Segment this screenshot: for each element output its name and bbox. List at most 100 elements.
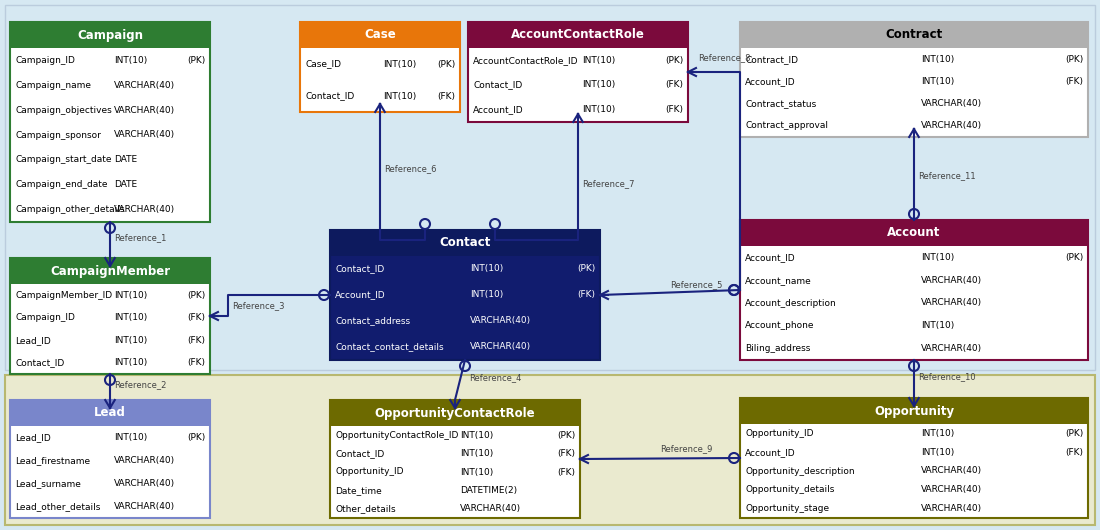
Text: VARCHAR(40): VARCHAR(40) [921, 99, 982, 108]
Text: (FK): (FK) [666, 81, 683, 90]
Text: CampaignMember_ID: CampaignMember_ID [15, 291, 112, 300]
Text: (FK): (FK) [1065, 77, 1084, 86]
Text: Opportunity_stage: Opportunity_stage [745, 504, 829, 513]
Text: AccountContactRole_ID: AccountContactRole_ID [473, 56, 579, 65]
Text: Reference_7: Reference_7 [582, 179, 635, 188]
Text: Account_ID: Account_ID [745, 77, 795, 86]
Text: Account_name: Account_name [745, 276, 812, 285]
Bar [468, 22, 688, 48]
Text: Campaign_ID: Campaign_ID [15, 56, 75, 65]
Text: (FK): (FK) [187, 313, 205, 322]
Text: Campaign_other_details: Campaign_other_details [15, 205, 124, 214]
Text: INT(10): INT(10) [921, 448, 954, 457]
Bar [740, 22, 1088, 137]
Text: INT(10): INT(10) [383, 59, 417, 68]
Bar [740, 22, 1088, 48]
Text: Opportunity: Opportunity [873, 404, 954, 418]
Text: Lead_surname: Lead_surname [15, 479, 81, 488]
Text: Account_ID: Account_ID [745, 253, 795, 262]
Text: DATE: DATE [114, 180, 138, 189]
Text: (PK): (PK) [187, 291, 205, 300]
Text: Account: Account [888, 226, 940, 240]
Text: VARCHAR(40): VARCHAR(40) [921, 485, 982, 494]
Text: Campaign_name: Campaign_name [15, 81, 91, 90]
Text: INT(10): INT(10) [582, 56, 616, 65]
Bar [10, 258, 210, 374]
Text: Contract_ID: Contract_ID [745, 55, 798, 64]
Text: Opportunity_ID: Opportunity_ID [336, 467, 404, 476]
Text: INT(10): INT(10) [582, 105, 616, 114]
Text: INT(10): INT(10) [921, 321, 954, 330]
Text: AccountContactRole: AccountContactRole [512, 29, 645, 41]
Bar [330, 400, 580, 426]
Text: (FK): (FK) [1065, 448, 1084, 457]
Text: INT(10): INT(10) [921, 77, 954, 86]
Text: Opportunity_details: Opportunity_details [745, 485, 835, 494]
Text: Account_description: Account_description [745, 298, 837, 307]
Text: INT(10): INT(10) [471, 264, 504, 273]
Bar [10, 22, 210, 222]
Bar [6, 375, 1094, 525]
Text: INT(10): INT(10) [460, 431, 493, 440]
Text: VARCHAR(40): VARCHAR(40) [921, 298, 982, 307]
Bar [740, 220, 1088, 246]
Text: (FK): (FK) [187, 335, 205, 344]
Text: (PK): (PK) [1065, 253, 1084, 262]
Bar [740, 398, 1088, 518]
Text: Reference_2: Reference_2 [114, 380, 166, 389]
Text: INT(10): INT(10) [582, 81, 616, 90]
Text: Case_ID: Case_ID [305, 59, 341, 68]
Bar [10, 400, 210, 426]
Text: VARCHAR(40): VARCHAR(40) [114, 105, 175, 114]
Text: Contract: Contract [886, 29, 943, 41]
Bar [330, 230, 600, 360]
Text: (PK): (PK) [557, 431, 575, 440]
Text: Contact_address: Contact_address [336, 316, 410, 325]
Text: INT(10): INT(10) [460, 467, 493, 476]
Text: INT(10): INT(10) [921, 55, 954, 64]
Text: Reference_10: Reference_10 [918, 372, 976, 381]
Bar [300, 22, 460, 112]
Text: VARCHAR(40): VARCHAR(40) [921, 121, 982, 130]
Text: Campaign_start_date: Campaign_start_date [15, 155, 111, 164]
Text: Contact_ID: Contact_ID [473, 81, 522, 90]
Text: VARCHAR(40): VARCHAR(40) [114, 81, 175, 90]
Text: Reference_8: Reference_8 [698, 53, 750, 62]
Text: Reference_4: Reference_4 [469, 373, 521, 382]
Text: INT(10): INT(10) [921, 429, 954, 438]
Text: VARCHAR(40): VARCHAR(40) [921, 504, 982, 513]
Text: VARCHAR(40): VARCHAR(40) [114, 130, 175, 139]
Text: Account_ID: Account_ID [745, 448, 795, 457]
Text: Lead_ID: Lead_ID [15, 335, 51, 344]
Text: Campaign_end_date: Campaign_end_date [15, 180, 108, 189]
Text: (FK): (FK) [187, 358, 205, 367]
Text: Other_details: Other_details [336, 505, 396, 513]
Bar [300, 22, 460, 48]
Text: Opportunity_description: Opportunity_description [745, 466, 855, 475]
Bar [330, 230, 600, 256]
Text: INT(10): INT(10) [114, 291, 147, 300]
Text: (PK): (PK) [576, 264, 595, 273]
Text: Reference_11: Reference_11 [918, 172, 976, 181]
Text: VARCHAR(40): VARCHAR(40) [471, 316, 531, 325]
Text: DATETIME(2): DATETIME(2) [460, 486, 517, 495]
Text: (PK): (PK) [664, 56, 683, 65]
Text: CampaignMember: CampaignMember [50, 264, 170, 278]
Text: VARCHAR(40): VARCHAR(40) [114, 502, 175, 511]
Text: (PK): (PK) [187, 56, 205, 65]
Text: (FK): (FK) [578, 290, 595, 299]
Bar [10, 258, 210, 284]
Text: Case: Case [364, 29, 396, 41]
Text: Lead_ID: Lead_ID [15, 433, 51, 442]
Text: Contract_approval: Contract_approval [745, 121, 828, 130]
Text: INT(10): INT(10) [114, 433, 147, 442]
Text: INT(10): INT(10) [471, 290, 504, 299]
Text: Reference_1: Reference_1 [114, 233, 166, 242]
Text: DATE: DATE [114, 155, 138, 164]
Text: Campaign: Campaign [77, 29, 143, 41]
Text: VARCHAR(40): VARCHAR(40) [921, 466, 982, 475]
Text: Lead_firestname: Lead_firestname [15, 456, 90, 465]
Text: VARCHAR(40): VARCHAR(40) [114, 479, 175, 488]
Text: Contact_contact_details: Contact_contact_details [336, 342, 443, 351]
Text: INT(10): INT(10) [460, 449, 493, 458]
